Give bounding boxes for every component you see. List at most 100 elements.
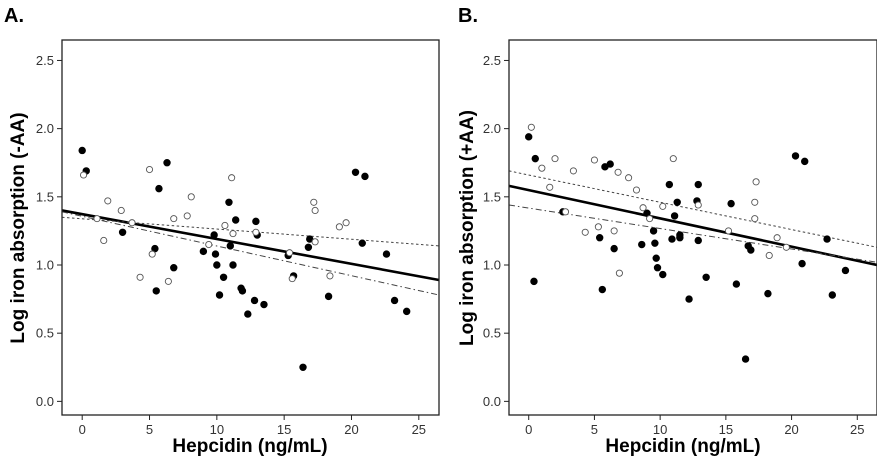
panel-a-open-point [170, 215, 178, 223]
panel-b-open-point [632, 186, 641, 194]
panel-b-x-axis-title: Hepcidin (ng/mL) [605, 436, 760, 457]
panel-a-filled-point [118, 228, 127, 236]
panel-a-filled-point [324, 292, 333, 301]
panel-a-filled-point [152, 287, 160, 295]
panel-a-x-tick-label: 0 [79, 422, 86, 437]
panel-b-open-point [546, 183, 554, 191]
panel-a-filled-point [351, 168, 360, 176]
panel-a-x-axis-title: Hepcidin (ng/mL) [172, 436, 327, 457]
panel-b-open-point [527, 123, 535, 131]
panel-b-filled-point [670, 212, 679, 220]
panel-b-filled-point [610, 244, 618, 253]
panel-b-ticks: 0 5 10 15 20 25 0.0 0.5 1.0 1.5 2.0 2.5 [483, 53, 865, 437]
panel-b-filled-point [798, 259, 806, 268]
panel-a-y-tick-label: 2.5 [36, 53, 54, 68]
panel-a-plot-frame [61, 39, 440, 416]
panel-a-filled-point [252, 217, 260, 226]
panel-a-open-point [342, 219, 350, 227]
panel-b-filled-point [652, 254, 660, 262]
panel-a-open-point [229, 230, 237, 238]
panel-b-filled-point [694, 180, 702, 189]
panel-a-open-point [164, 277, 172, 285]
panel-b-open-point [561, 208, 570, 216]
panel-b-x-tick-label: 10 [653, 422, 667, 437]
panel-b-y-tick-label: 2.0 [483, 121, 501, 136]
panel-b-filled-point [676, 234, 684, 242]
panel-a-open-point [117, 206, 125, 215]
panel-a-y-tick-label: 0.5 [36, 326, 54, 341]
panel-a-open-point [252, 228, 260, 236]
panel-a-open-point [285, 249, 294, 257]
panel-b-open-point [625, 174, 633, 182]
panel-a-filled-point [231, 216, 240, 224]
panel-a-filled-point [304, 243, 313, 251]
panel-b-open-point [610, 227, 618, 235]
panel-a-filled-point [155, 184, 163, 193]
panel-b-open-point [639, 204, 647, 212]
panel-b-open-point [751, 215, 759, 223]
panel-a-filled-point [299, 363, 307, 371]
panel-a-y-tick-label: 2.0 [36, 121, 54, 136]
panel-b-filled-point [668, 235, 676, 243]
panel-a-x-tick-label: 20 [344, 422, 358, 437]
panel-b-filled-point [606, 160, 614, 168]
panel-a-filled-point [225, 198, 233, 206]
panel-a-filled-point [361, 172, 369, 181]
panel-b-x-tick-label: 20 [784, 422, 798, 437]
panel-b-filled-point [801, 157, 809, 166]
panel-b-y-tick-label: 2.5 [483, 53, 501, 68]
panel-a-open-point [93, 215, 101, 223]
panel-b-fit-lines [508, 170, 877, 267]
panel-a-open-point [310, 198, 318, 206]
panel-a-open-point [128, 219, 136, 227]
panel-b-points [525, 123, 850, 363]
panel-a-filled-point [213, 261, 221, 269]
panel-b-fit-line-solid [508, 184, 877, 267]
panel-b-open-point [569, 167, 577, 175]
panel-a-filled-point [382, 250, 391, 258]
panel-a-open-point [79, 171, 88, 179]
panel-b-open-point [659, 202, 667, 210]
panel-a-y-tick-label: 1.5 [36, 189, 54, 204]
panel-b-open-point [551, 155, 559, 163]
panel-b-filled-point [525, 133, 533, 141]
panel-b-open-point [669, 155, 677, 163]
panel-b-open-point [614, 168, 622, 176]
panel-b-filled-point [531, 154, 539, 163]
panel-a-filled-point [358, 239, 366, 247]
panel-a-filled-point [163, 159, 171, 167]
panel-a-label: A. [4, 5, 24, 27]
panel-a-x-tick-label: 25 [412, 422, 426, 437]
panel-a-ticks: 0 5 10 15 20 25 0.0 0.5 1.0 1.5 2.0 2.5 [36, 53, 426, 437]
panel-a: A. 0 5 10 15 20 25 0.0 0.5 1.0 1.5 2.0 2.5 Hepcidin… [4, 5, 440, 457]
panel-a-open-point [187, 193, 195, 201]
panel-a-fit-line-dotted [61, 216, 440, 247]
panel-a-filled-point [211, 250, 220, 258]
panel-a-y-axis-title: Log iron absorption (-AA) [8, 112, 29, 343]
panel-a-open-point [228, 174, 236, 182]
panel-a-x-tick-label: 15 [277, 422, 291, 437]
panel-a-open-point [100, 236, 108, 245]
panel-b-open-point [590, 156, 598, 164]
panel-a-open-point [311, 206, 319, 215]
panel-a-fit-lines [61, 209, 440, 296]
panel-b-filled-point [598, 285, 607, 294]
panel-a-y-tick-label: 1.0 [36, 258, 54, 273]
panel-a-x-tick-label: 10 [210, 422, 224, 437]
panel-b-filled-point [595, 234, 604, 242]
panel-a-open-point [221, 221, 229, 230]
panel-a-filled-point [402, 307, 411, 316]
panel-b-filled-point [828, 291, 837, 299]
panel-a-filled-point [226, 242, 235, 250]
panel-a-open-point [104, 197, 112, 205]
panel-b-filled-point [653, 264, 662, 272]
panel-a-filled-point [210, 231, 218, 239]
panel-b-filled-point [764, 289, 772, 298]
panel-a-y-tick-label: 0.0 [36, 394, 54, 409]
panel-b-filled-point [685, 295, 693, 303]
panel-a-filled-point [238, 287, 247, 295]
panel-b-y-tick-label: 0.0 [483, 394, 501, 409]
panel-b-open-point [694, 201, 702, 209]
panel-b-open-point [581, 228, 589, 236]
panel-b-x-tick-label: 25 [850, 422, 864, 437]
